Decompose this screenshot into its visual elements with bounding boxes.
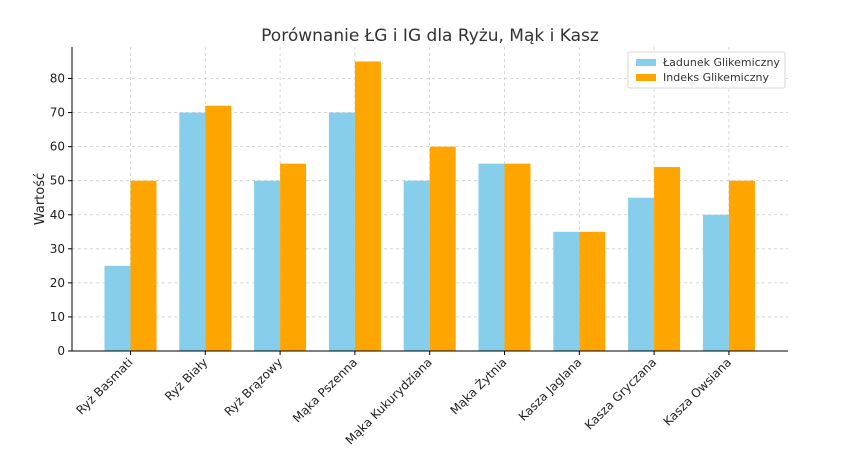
bar-indeks-7 [654,167,681,351]
bar-ladunek-4 [403,180,430,351]
legend-swatch [636,59,656,66]
y-tick-label: 40 [50,208,65,222]
bar-indeks-2 [280,163,307,351]
bar-indeks-8 [728,180,755,351]
bar-indeks-0 [130,180,157,351]
x-tick-label: Kasza Jaglana [516,355,585,424]
y-tick-label: 70 [50,106,65,120]
y-ticks: 0 10 20 30 40 50 60 70 80 [50,72,72,358]
legend-label: Indeks Glikemiczny [663,71,770,84]
y-tick-label: 0 [57,344,65,358]
bar-ladunek-1 [179,112,206,351]
chart-title: Porównanie ŁG i IG dla Ryżu, Mąk i Kasz [261,26,599,46]
legend-label: Ładunek Glikemiczny [662,56,780,69]
x-tick-label: Ryż Biały [162,355,210,403]
x-tick-label: Mąka Kukurydziana [343,355,435,447]
x-tick-label: Mąka Żytnia [447,355,510,418]
legend: Ładunek Glikemiczny Indeks Glikemiczny [627,51,786,89]
legend-frame [627,51,786,89]
bar-ladunek-8 [702,214,729,351]
x-tick-label: Kasza Owsiana [661,355,734,428]
x-tick-label: Ryż Brązowy [222,355,286,419]
bar-indeks-1 [205,105,232,351]
x-tick-label: Ryż Basmati [74,355,136,417]
y-axis-label: Wartość [33,173,48,225]
x-tick-label: Mąka Pszenna [290,355,360,425]
bar-ladunek-0 [104,265,131,351]
bar-ladunek-5 [478,163,505,351]
bar-ladunek-3 [328,112,355,351]
y-tick-label: 80 [50,72,65,86]
bar-ladunek-2 [254,180,281,351]
y-tick-label: 20 [50,276,65,290]
legend-swatch [636,74,656,81]
y-tick-label: 10 [50,310,65,324]
bars-layer [104,61,755,351]
bar-indeks-5 [504,163,531,351]
bar-indeks-4 [429,146,456,351]
x-ticks: Ryż Basmati Ryż Biały Ryż Brązowy Mąka Psze… [74,351,734,447]
bar-indeks-3 [354,61,381,351]
x-tick-label: Kasza Gryczana [582,355,659,432]
y-tick-label: 60 [50,140,65,154]
y-tick-label: 50 [50,174,65,188]
y-tick-label: 30 [50,242,65,256]
bar-ladunek-7 [628,197,655,351]
bar-indeks-6 [579,231,606,351]
bar-ladunek-6 [553,231,580,351]
